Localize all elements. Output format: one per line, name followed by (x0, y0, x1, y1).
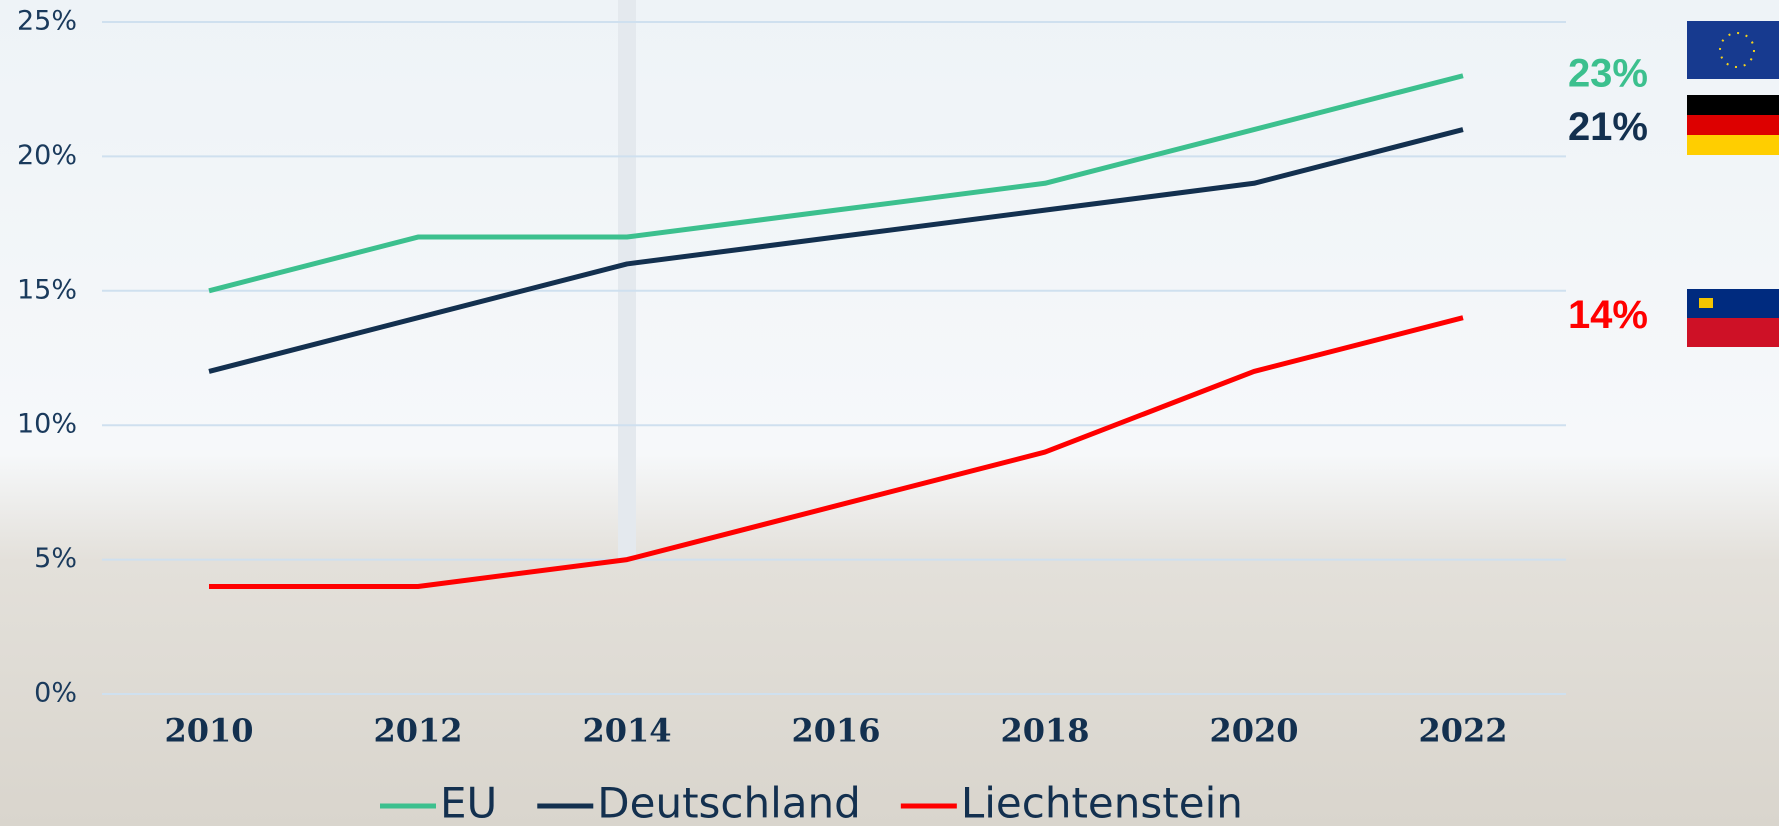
y-tick-label: 25% (17, 6, 77, 37)
y-tick-label: 20% (17, 140, 77, 171)
end-label: 14% (1568, 293, 1648, 337)
line (208, 73, 1464, 294)
flag-li (1687, 289, 1779, 347)
x-tick-label: 2020 (1209, 712, 1298, 750)
line (208, 127, 1464, 374)
x-tick-label: 2014 (582, 712, 671, 750)
y-tick-label: 15% (17, 274, 77, 305)
x-tick-label: 2022 (1418, 712, 1507, 750)
legend-label: EU (440, 779, 497, 826)
x-tick-label: 2010 (164, 712, 253, 750)
flag-eu (1687, 21, 1779, 79)
x-tick-label: 2016 (791, 712, 880, 750)
legend-label: Liechtenstein (961, 779, 1243, 826)
x-tick-label: 2012 (373, 712, 462, 750)
line (209, 315, 1464, 589)
end-label: 23% (1568, 51, 1648, 95)
y-tick-label: 5% (34, 543, 77, 574)
end-label: 21% (1568, 105, 1648, 149)
flag-de (1687, 95, 1779, 155)
legend-label: Deutschland (597, 779, 861, 826)
turbine-tower (618, 0, 636, 560)
x-tick-label: 2018 (1000, 712, 1089, 750)
y-tick-label: 10% (17, 409, 77, 440)
y-tick-label: 0% (34, 678, 77, 709)
